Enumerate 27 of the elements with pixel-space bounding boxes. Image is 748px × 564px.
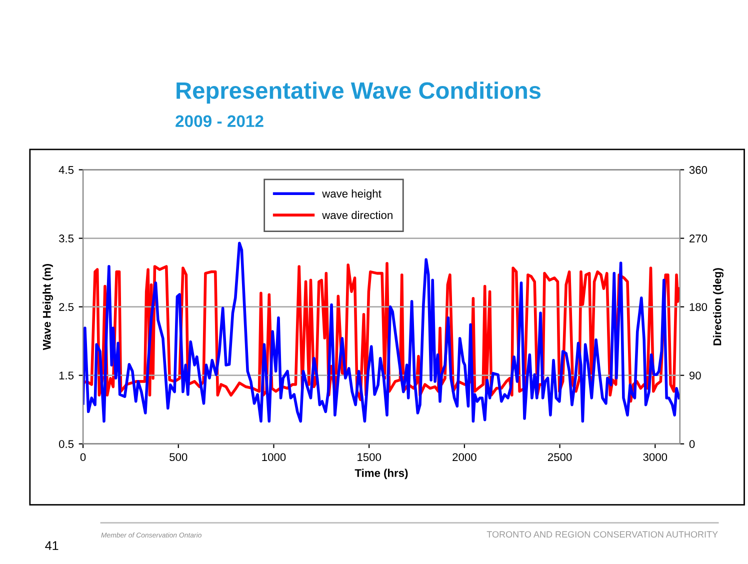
y2-tick-label: 0 [689, 440, 695, 448]
x-tick-label: 2000 [452, 453, 476, 462]
text: TORONTO AND REGION CONSERVATION AUTHORITY [486, 531, 718, 538]
line-series [83, 242, 680, 423]
y-tick-label: 4.5 [58, 166, 74, 174]
y2-axis-title: Direction (deg) [713, 268, 724, 346]
y-tick-label: 1.5 [59, 372, 74, 380]
x-tick-label: 1500 [358, 453, 382, 462]
chart-subtitle: 2009 - 2012 [176, 115, 264, 128]
x-tick-label: 1000 [262, 453, 286, 462]
x-tick-label: 3000 [643, 453, 668, 462]
y2-tick-label: 270 [690, 234, 708, 242]
x-tick-label: 500 [170, 453, 188, 462]
y-tick-label: 2.5 [59, 303, 74, 311]
y2-tick-label: 90 [689, 372, 701, 380]
x-tick-label: 2500 [548, 453, 572, 462]
x-tick-label: 0 [80, 453, 86, 462]
x-axis-title: Time (hrs) [354, 468, 408, 480]
y-tick-label: 3.5 [58, 234, 74, 242]
y-tick-label: 0.5 [58, 440, 74, 448]
text: 41 [45, 541, 58, 550]
legend-label: wave direction [322, 210, 392, 220]
chart-title: Representative Wave Conditions [176, 82, 541, 104]
legend-label: wave height [322, 189, 382, 200]
y2-tick-label: 360 [689, 166, 708, 174]
y2-tick-label: 180 [690, 303, 708, 311]
y-axis-title: Wave Height (m) [42, 264, 53, 350]
